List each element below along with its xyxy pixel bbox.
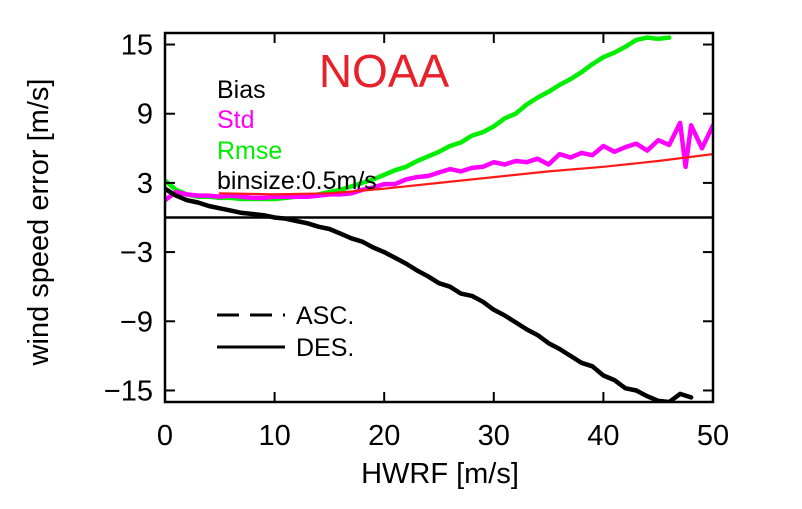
series-line-bias (165, 186, 694, 402)
y-tick-label: −9 (120, 306, 153, 338)
y-axis-label: wind speed error [m/s] (23, 79, 55, 367)
x-tick-label: 0 (157, 420, 173, 452)
x-tick-label: 40 (587, 420, 619, 452)
x-tick-label: 30 (478, 420, 510, 452)
legend-rmse-label: Rmse (217, 137, 282, 165)
y-tick-label: 15 (121, 30, 153, 62)
x-tick-labels: 0 10 20 30 40 50 (157, 420, 729, 452)
series-line-std (165, 120, 713, 203)
y-tick-labels: −15 −9 −3 3 9 15 (104, 30, 153, 408)
x-axis-label: HWRF [m/s] (361, 458, 519, 490)
legend-asc-label: ASC. (296, 302, 354, 330)
binsize-label: binsize:0.5m/s (217, 167, 377, 195)
axis-ticks (164, 33, 714, 402)
x-tick-label: 50 (697, 420, 729, 452)
legend-des-label: DES. (296, 334, 354, 362)
series-layer (165, 35, 713, 402)
y-tick-label: 3 (137, 168, 153, 200)
y-tick-label: 9 (137, 99, 153, 131)
legend-std-label: Std (217, 106, 255, 134)
x-tick-label: 10 (258, 420, 290, 452)
plot-frame (163, 31, 715, 404)
legend-bias-label: Bias (217, 76, 266, 104)
y-tick-label: −3 (120, 237, 153, 269)
x-tick-label: 20 (368, 420, 400, 452)
y-tick-label: −15 (104, 375, 153, 407)
chart-title: NOAA (319, 45, 450, 97)
series-line-std-fit (218, 153, 713, 196)
